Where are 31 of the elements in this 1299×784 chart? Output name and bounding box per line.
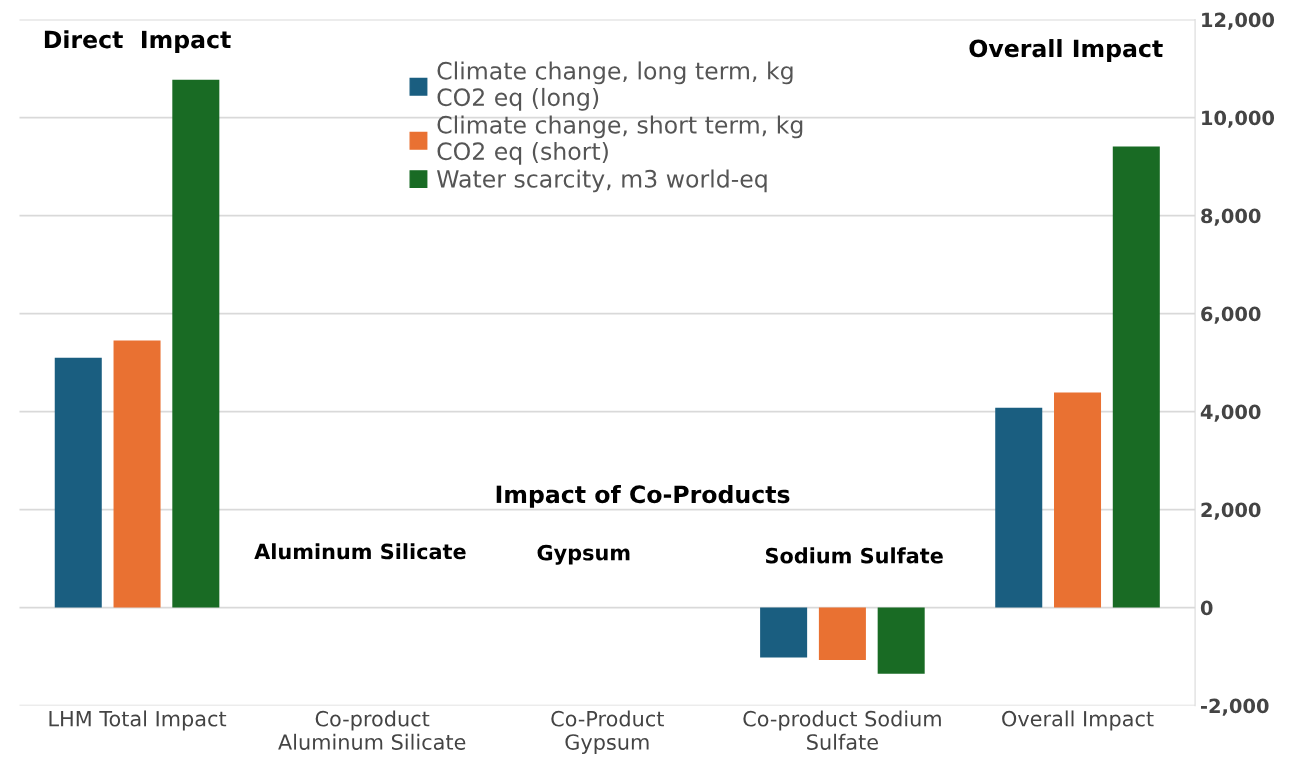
annotation: Sodium Sulfate: [765, 547, 943, 564]
y-tick-label: 2,000: [1201, 502, 1261, 520]
y-tick-label: 0: [1200, 600, 1213, 616]
y-tick-label: 12,000: [1202, 12, 1275, 30]
y-tick-label: 6,000: [1201, 306, 1261, 324]
bar: [760, 607, 808, 658]
x-tick-label: Co-Product Gypsum: [551, 710, 664, 754]
legend-label: Climate change, short term, kg CO2 eq (short): [437, 115, 803, 165]
bar: [172, 79, 220, 608]
bar: [54, 357, 102, 608]
bar: [1054, 392, 1102, 608]
legend-label: Water scarcity, m3 world-eq: [436, 169, 767, 193]
annotation: Aluminum Silicate: [254, 543, 466, 560]
y-tick-label: 10,000: [1202, 110, 1275, 128]
annotation: Overall Impact: [969, 39, 1163, 62]
annotation: Gypsum: [537, 544, 630, 565]
bar: [877, 607, 925, 674]
y-tick-label: 8,000: [1201, 208, 1261, 226]
legend-label: Climate change, long term, kg CO2 eq (long): [437, 61, 793, 111]
x-tick-label: LHM Total Impact: [49, 710, 227, 731]
y-tick-label: 4,000: [1200, 404, 1261, 422]
y-tick-label: -2,000: [1201, 698, 1269, 716]
bar: [1112, 146, 1160, 608]
bar: [995, 407, 1043, 608]
annotation: Direct Impact: [44, 30, 231, 53]
bar: [113, 340, 161, 608]
annotation: Impact of Co-Products: [496, 484, 790, 508]
x-tick-label: Co-product Sodium Sulfate: [743, 710, 941, 750]
bar: [818, 607, 866, 661]
x-tick-label: Co-product Aluminum Silicate: [278, 710, 466, 750]
x-tick-label: Overall Impact: [1002, 710, 1154, 731]
